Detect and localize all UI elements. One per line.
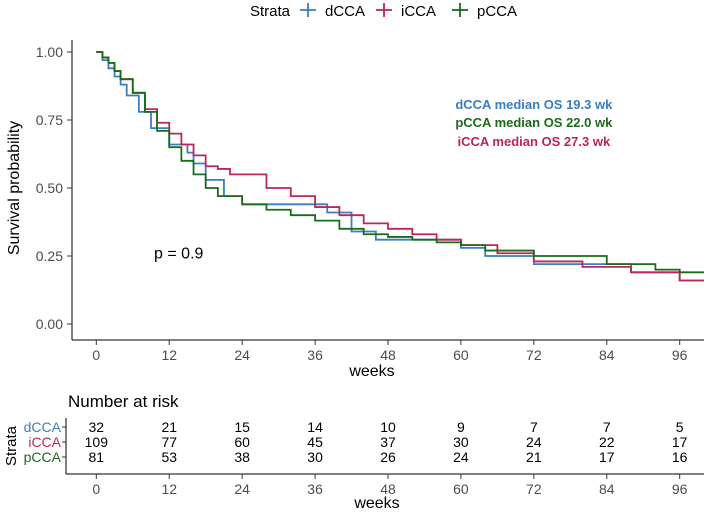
x-tick-label: 96 xyxy=(672,347,688,363)
risk-x-tick-label: 96 xyxy=(672,481,688,497)
risk-x-tick-label: 36 xyxy=(307,481,323,497)
risk-count: 45 xyxy=(307,434,323,450)
survival-curve-pcca xyxy=(96,51,704,274)
survival-plot: 0.00 0.25 0.50 0.75 1.00 0 12 24 36 48 60 72 84 96 d… xyxy=(6,40,704,380)
risk-x-tick-label: 12 xyxy=(161,481,177,497)
risk-row-label-pcca: pCCA xyxy=(24,449,62,465)
risk-table-title: Number at risk xyxy=(68,392,179,411)
y-tick-label: 0.25 xyxy=(36,248,63,264)
risk-count: 24 xyxy=(526,434,542,450)
risk-count: 37 xyxy=(380,434,396,450)
risk-count: 7 xyxy=(530,419,538,435)
legend-item-pcca: pCCA xyxy=(452,3,517,20)
median-os-annotation: iCCA median OS 27.3 wk xyxy=(458,134,611,149)
risk-x-tick-label: 48 xyxy=(380,481,396,497)
risk-x-tick-label: 0 xyxy=(92,481,100,497)
legend-item-icca: iCCA xyxy=(376,3,436,20)
y-axis-label: Survival probability xyxy=(6,121,23,255)
legend-title: Strata xyxy=(250,3,291,20)
x-tick-label: 24 xyxy=(234,347,250,363)
legend-label: pCCA xyxy=(477,3,517,20)
x-tick-label: 72 xyxy=(526,347,542,363)
risk-count: 22 xyxy=(599,434,615,450)
x-tick-label: 48 xyxy=(380,347,396,363)
risk-count: 17 xyxy=(599,449,615,465)
risk-count: 32 xyxy=(89,419,105,435)
survival-curve-dcca xyxy=(96,51,704,282)
risk-table-strata-label: Strata xyxy=(3,425,20,466)
risk-row-label-dcca: dCCA xyxy=(24,419,62,435)
risk-count: 30 xyxy=(453,434,469,450)
risk-count: 81 xyxy=(89,449,105,465)
risk-count: 109 xyxy=(85,434,109,450)
risk-count: 17 xyxy=(672,434,688,450)
y-tick-label: 1.00 xyxy=(36,44,63,60)
legend-item-dcca: dCCA xyxy=(300,3,365,20)
median-os-annotation: dCCA median OS 19.3 wk xyxy=(455,97,613,112)
y-tick-label: 0.00 xyxy=(36,316,63,332)
x-tick-label: 60 xyxy=(453,347,469,363)
median-os-annotation: pCCA median OS 22.0 wk xyxy=(455,115,613,130)
legend-label: iCCA xyxy=(401,3,436,20)
risk-x-tick-label: 84 xyxy=(599,481,615,497)
risk-table: Number at risk Strata dCCA 32 21 15 14 10 9 7 7 5… xyxy=(3,392,704,512)
legend-label: dCCA xyxy=(325,3,365,20)
risk-count: 15 xyxy=(234,419,250,435)
risk-count: 7 xyxy=(603,419,611,435)
risk-x-tick-label: 60 xyxy=(453,481,469,497)
x-axis-label: weeks xyxy=(348,363,394,380)
risk-count: 38 xyxy=(234,449,250,465)
y-tick-label: 0.75 xyxy=(36,112,63,128)
risk-count: 10 xyxy=(380,419,396,435)
risk-x-tick-label: 72 xyxy=(526,481,542,497)
risk-count: 30 xyxy=(307,449,323,465)
risk-count: 16 xyxy=(672,449,688,465)
risk-row-label-icca: iCCA xyxy=(28,434,61,450)
x-tick-label: 84 xyxy=(599,347,615,363)
x-tick-label: 36 xyxy=(307,347,323,363)
y-tick-label: 0.50 xyxy=(36,180,63,196)
risk-count: 21 xyxy=(161,419,177,435)
risk-count: 53 xyxy=(161,449,177,465)
risk-count: 21 xyxy=(526,449,542,465)
risk-count: 24 xyxy=(453,449,469,465)
risk-count: 60 xyxy=(234,434,250,450)
risk-count: 26 xyxy=(380,449,396,465)
x-tick-label: 12 xyxy=(161,347,177,363)
risk-count: 9 xyxy=(457,419,465,435)
x-tick-label: 0 xyxy=(92,347,100,363)
risk-x-axis-label: weeks xyxy=(353,495,399,512)
risk-x-tick-label: 24 xyxy=(234,481,250,497)
risk-count: 14 xyxy=(307,419,323,435)
risk-count: 77 xyxy=(161,434,177,450)
risk-count: 5 xyxy=(676,419,684,435)
legend: Strata dCCA iCCA pCCA xyxy=(250,3,517,20)
p-value-annotation: p = 0.9 xyxy=(154,246,203,263)
